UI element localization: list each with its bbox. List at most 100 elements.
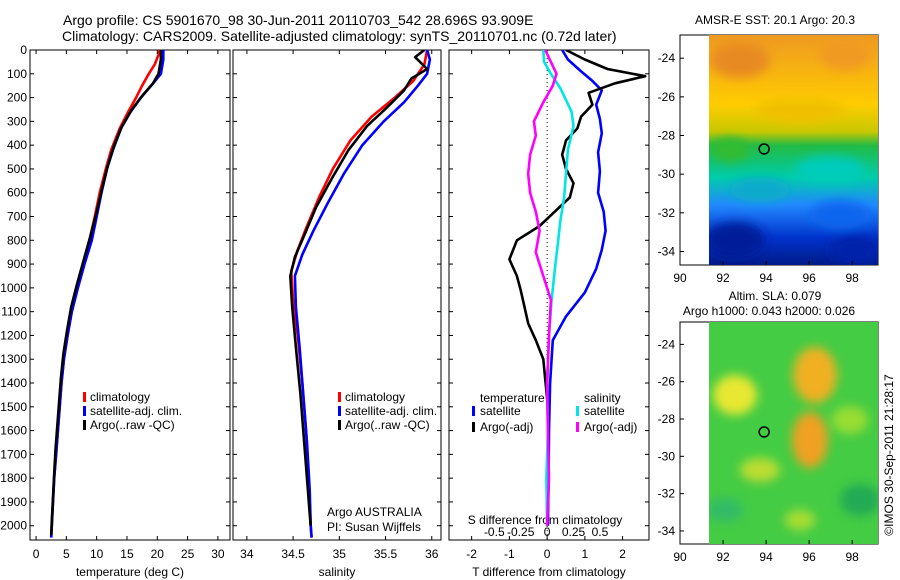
- depth-tick-label: 100: [7, 67, 27, 81]
- x2-tick-label: 0: [544, 525, 551, 539]
- difference-series: [508, 50, 647, 526]
- x-tick-label: 5: [63, 547, 70, 561]
- sla_map-axes: 90 92 94 96 98 -24 -26 -28 -30 -32 -34 Altim. SLA: …: [658, 289, 860, 564]
- depth-tick-label: 200: [7, 91, 27, 105]
- depth-tick-label: 1500: [0, 400, 27, 414]
- depth-tick-label: 900: [7, 257, 27, 271]
- x-tick-label: 0: [33, 547, 40, 561]
- map-y-tick-label: -32: [658, 487, 676, 501]
- imos-watermark: ©IMOS 30-Sep-2011 21:28:17: [882, 374, 896, 536]
- series-line: [293, 50, 432, 538]
- x-tick-label: 10: [90, 547, 104, 561]
- x-tick-label: 25: [181, 547, 195, 561]
- legend-swatch: [576, 406, 579, 416]
- legend-title-temperature: temperature: [480, 391, 545, 405]
- x2-tick-label: -0.5: [484, 525, 505, 539]
- x-tick-label: 35: [333, 547, 347, 561]
- depth-tick-label: 700: [7, 210, 27, 224]
- legend-swatch: [338, 420, 341, 430]
- depth-tick-label: 1700: [0, 447, 27, 461]
- map-y-tick-label: -28: [658, 412, 676, 426]
- legend-swatch: [338, 406, 341, 416]
- x-tick-label: -1: [504, 547, 515, 561]
- depth-tick-label: 1100: [1, 305, 27, 319]
- depth-tick-label: 400: [7, 138, 27, 152]
- salinity-series: [289, 50, 432, 538]
- x-tick-label: 34.5: [281, 547, 305, 561]
- sst-heatmap: [709, 35, 878, 265]
- series-line: [289, 50, 429, 526]
- depth-tick-label: 2000: [0, 519, 27, 533]
- legend-label: Argo(-adj): [480, 420, 533, 434]
- depth-tick-label: 500: [7, 162, 27, 176]
- legend-label: Argo(..raw -QC): [345, 418, 430, 432]
- depth-tick-label: 1300: [0, 352, 27, 366]
- difference-panel: -2 -1 0 1 2 T difference from climatology -0.5…: [449, 49, 649, 579]
- x-tick-label: -2: [466, 547, 477, 561]
- x-tick-label: 35.5: [374, 547, 398, 561]
- difference-panel-frame: [448, 49, 650, 541]
- map-x-tick-label: 90: [673, 550, 687, 564]
- depth-tick-label: 0: [20, 43, 27, 57]
- series-line: [526, 50, 558, 526]
- map-x-tick-label: 90: [673, 271, 687, 285]
- legend-label: satellite: [480, 404, 521, 418]
- legend-title-salinity: salinity: [584, 391, 621, 405]
- legend-label: satellite: [584, 404, 625, 418]
- series-line: [289, 50, 429, 538]
- map-x-tick-label: 94: [759, 550, 773, 564]
- x2-tick-label: -0.25: [507, 525, 535, 539]
- temperature-axis-label: temperature (deg C): [76, 565, 184, 579]
- series-line: [49, 50, 165, 538]
- depth-tick-label: 1400: [0, 376, 27, 390]
- x-tick-label: 1: [582, 547, 589, 561]
- legend-swatch: [576, 422, 579, 432]
- legend-label: satellite-adj. clim.: [345, 404, 437, 418]
- map-x-tick-label: 98: [845, 271, 859, 285]
- depth-tick-label: 600: [7, 186, 27, 200]
- depth-tick-label: 300: [7, 114, 27, 128]
- legend-label: climatology: [345, 390, 405, 404]
- map-y-tick-label: -30: [658, 449, 676, 463]
- depth-tick-label: 800: [7, 233, 27, 247]
- depth-tick-label: 1800: [0, 471, 27, 485]
- map-y-tick-label: -28: [658, 129, 676, 143]
- map-y-tick-label: -30: [658, 167, 676, 181]
- map-title: Altim. SLA: 0.079: [729, 289, 822, 303]
- map-title: AMSR-E SST: 20.1 Argo: 20.3: [695, 13, 855, 27]
- x2-tick-label: 0.5: [592, 525, 609, 539]
- series-line: [49, 50, 161, 538]
- series-line: [546, 50, 607, 526]
- x2-axis-label: S difference from climatology: [468, 513, 623, 527]
- series-line: [49, 50, 163, 536]
- argo-pi-label: PI: Susan Wijffels: [327, 520, 421, 534]
- sst_map-axes: 90 92 94 96 98 -24 -26 -28 -30 -32 -34 AMSR-E SST: …: [658, 13, 860, 285]
- legend-label: Argo(-adj): [584, 420, 637, 434]
- depth-tick-label: 1000: [0, 281, 27, 295]
- plot-title-line2: Climatology: CARS2009. Satellite-adjuste…: [62, 28, 617, 44]
- x-tick-label: 15: [120, 547, 134, 561]
- map-y-tick-label: -26: [658, 90, 676, 104]
- salinity-legend-box: [332, 390, 440, 438]
- x-tick-label: 2: [619, 547, 626, 561]
- map-x-tick-label: 98: [845, 550, 859, 564]
- map-y-tick-label: -24: [658, 51, 676, 65]
- depth-tick-label: 1600: [0, 424, 27, 438]
- map-y-tick-label: -24: [658, 337, 676, 351]
- x-tick-label: 30: [211, 547, 225, 561]
- difference-axis-label: T difference from climatology: [472, 565, 626, 579]
- legend-swatch: [472, 406, 475, 416]
- temperature-panel: 0100200300400500600700800900100011001200…: [0, 43, 230, 579]
- x2-tick-label: 0.25: [562, 525, 586, 539]
- legend-swatch: [83, 392, 86, 402]
- legend-label: Argo(..raw -QC): [90, 418, 175, 432]
- legend-swatch: [472, 422, 475, 432]
- salinity-panel-frame: [232, 49, 442, 541]
- map-x-tick-label: 92: [716, 271, 730, 285]
- map-x-tick-label: 96: [802, 550, 816, 564]
- salinity-axis-label: salinity: [319, 565, 356, 579]
- temperature-panel-frame: [29, 49, 231, 541]
- map-y-tick-label: -32: [658, 206, 676, 220]
- map-y-tick-label: -26: [658, 375, 676, 389]
